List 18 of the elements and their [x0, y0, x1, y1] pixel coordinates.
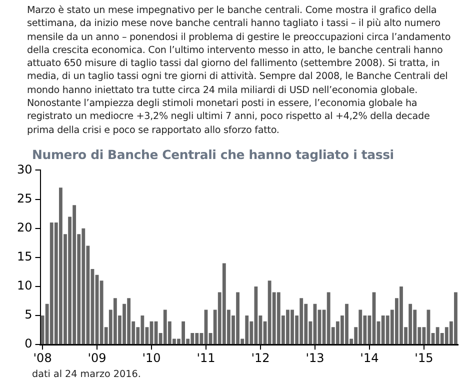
x-tick-label: '08 — [33, 350, 52, 365]
y-tick-label: 5 — [24, 308, 32, 322]
text: Marzo è stato un mese impegnativo per le banche centrali. Come mostra il grafico della settimana, da inizio mese nove banche centrali hanno tagliato i tassi – il più alto numero mensile da un anno – ponendosi il problema di gestire le preoccupazioni circa l’andamento della crescita economica. Con l’ultimo intervento messo in atto, le banche centrali hanno attuato 650 misure di taglio tassi dal giorno del fallimento (settembre 2008). Si tratta, in media, di un taglio tassi ogni tre giorni di attività. Sempre dal 2008, le Banche Centrali del mondo hanno iniettato tra tutte circa 24 mila miliardi di USD nell’economia globale. Nonostante l’ampiezza degli stimoli monetari posti in essere, l’economia globale ha registrato un mediocre +3,2% negli ultimi 7 anni, poco rispetto al +4,2% della decade prima della crisi e poco se rapportato allo sforzo fatto. — [27, 5, 451, 136]
x-tick-label: '13 — [306, 350, 324, 365]
x-tick-label: '11 — [196, 350, 216, 365]
x-tick-label: '14 — [360, 350, 379, 365]
text: dati al 24 marzo 2016. — [32, 369, 141, 380]
y-tick-label: 30 — [16, 162, 32, 176]
x-tick-label: '10 — [142, 350, 161, 365]
y-tick-label: 20 — [16, 220, 32, 234]
chart-title: Numero di Banche Centrali che hanno tagliato i tassi — [32, 147, 394, 162]
y-tick-label: 10 — [16, 278, 32, 293]
x-tick-label: '09 — [88, 350, 106, 365]
y-tick-label: 15 — [16, 250, 32, 264]
y-tick-label: 25 — [16, 191, 32, 206]
y-tick-label: 0 — [24, 336, 32, 351]
x-tick-label: '12 — [251, 350, 270, 365]
x-tick-label: '15 — [414, 350, 434, 365]
